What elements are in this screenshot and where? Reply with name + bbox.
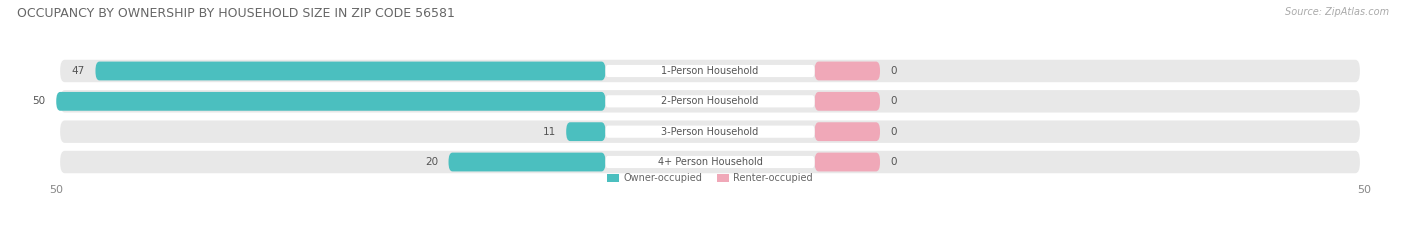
FancyBboxPatch shape bbox=[449, 153, 606, 171]
FancyBboxPatch shape bbox=[96, 62, 606, 80]
FancyBboxPatch shape bbox=[814, 62, 880, 80]
Text: 2-Person Household: 2-Person Household bbox=[661, 96, 759, 106]
Text: 1-Person Household: 1-Person Household bbox=[661, 66, 759, 76]
Text: 0: 0 bbox=[890, 66, 897, 76]
FancyBboxPatch shape bbox=[606, 156, 814, 168]
FancyBboxPatch shape bbox=[606, 95, 814, 107]
Text: 0: 0 bbox=[890, 127, 897, 137]
FancyBboxPatch shape bbox=[60, 120, 1360, 143]
FancyBboxPatch shape bbox=[56, 92, 606, 111]
FancyBboxPatch shape bbox=[60, 90, 1360, 113]
Text: 11: 11 bbox=[543, 127, 555, 137]
Text: OCCUPANCY BY OWNERSHIP BY HOUSEHOLD SIZE IN ZIP CODE 56581: OCCUPANCY BY OWNERSHIP BY HOUSEHOLD SIZE… bbox=[17, 7, 454, 20]
FancyBboxPatch shape bbox=[814, 92, 880, 111]
Text: 47: 47 bbox=[72, 66, 84, 76]
FancyBboxPatch shape bbox=[814, 122, 880, 141]
Text: Source: ZipAtlas.com: Source: ZipAtlas.com bbox=[1285, 7, 1389, 17]
FancyBboxPatch shape bbox=[60, 60, 1360, 82]
FancyBboxPatch shape bbox=[606, 126, 814, 138]
FancyBboxPatch shape bbox=[606, 65, 814, 77]
Text: 50: 50 bbox=[32, 96, 46, 106]
Text: 4+ Person Household: 4+ Person Household bbox=[658, 157, 762, 167]
Text: 20: 20 bbox=[425, 157, 439, 167]
Text: 0: 0 bbox=[890, 157, 897, 167]
Text: 0: 0 bbox=[890, 96, 897, 106]
FancyBboxPatch shape bbox=[814, 153, 880, 171]
Text: 3-Person Household: 3-Person Household bbox=[661, 127, 759, 137]
FancyBboxPatch shape bbox=[567, 122, 606, 141]
Legend: Owner-occupied, Renter-occupied: Owner-occupied, Renter-occupied bbox=[603, 170, 817, 187]
FancyBboxPatch shape bbox=[60, 151, 1360, 173]
